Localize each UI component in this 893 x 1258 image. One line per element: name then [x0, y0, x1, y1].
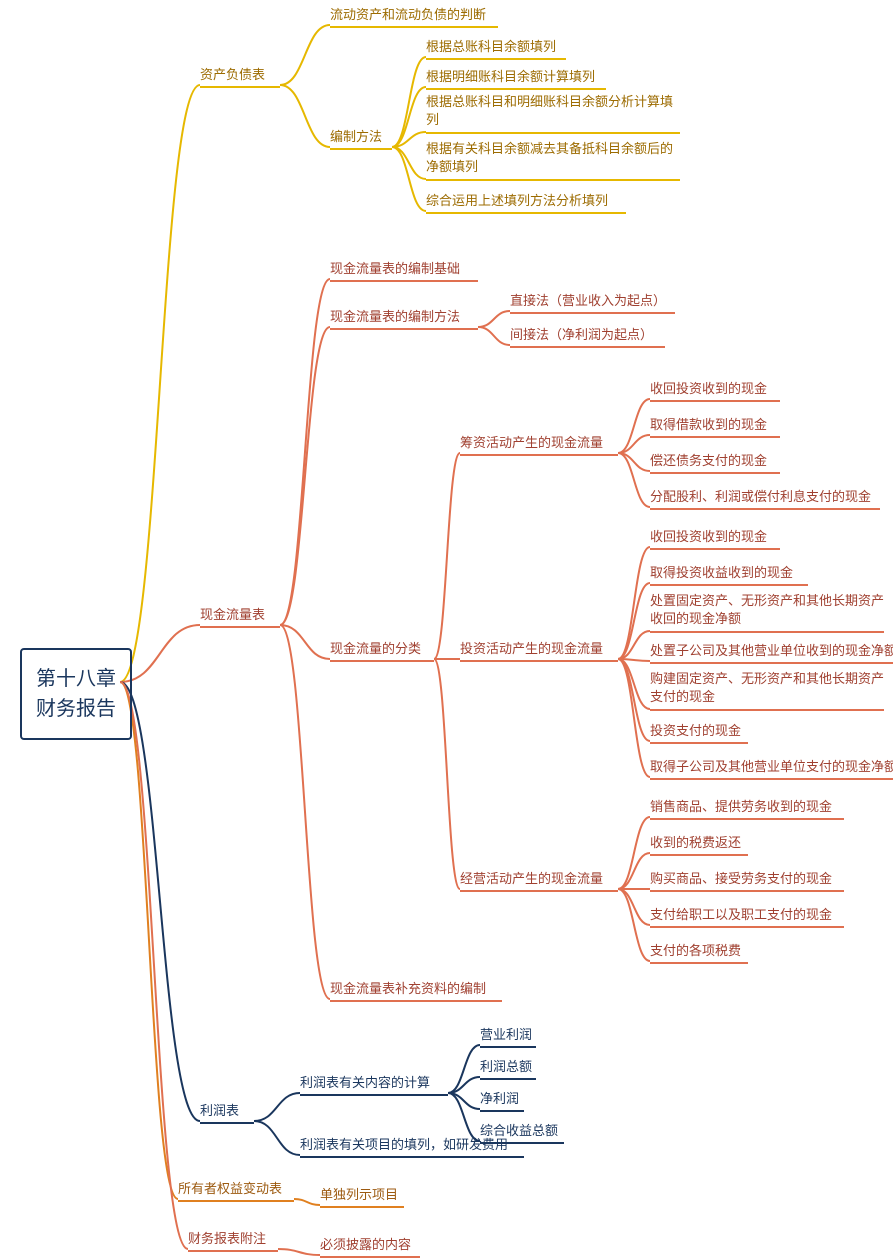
mindmap-node: 购建固定资产、无形资产和其他长期资产支付的现金 [650, 670, 884, 711]
mindmap-node: 取得借款收到的现金 [650, 414, 780, 438]
mindmap-node: 处置固定资产、无形资产和其他长期资产收回的现金净额 [650, 592, 884, 633]
mindmap-node: 根据总账科目余额填列 [426, 36, 566, 60]
mindmap-node: 根据有关科目余额减去其备抵科目余额后的净额填列 [426, 140, 680, 181]
mindmap-node: 现金流量表的编制方法 [330, 306, 478, 330]
mindmap-node: 单独列示项目 [320, 1184, 404, 1208]
mindmap-node: 分配股利、利润或偿付利息支付的现金 [650, 486, 880, 510]
mindmap-node: 利润表有关项目的填列，如研发费用 [300, 1134, 524, 1158]
branch-node: 资产负债表 [200, 64, 280, 88]
branch-node: 财务报表附注 [188, 1228, 278, 1252]
mindmap-node: 收到的税费返还 [650, 832, 748, 856]
mindmap-node: 利润总额 [480, 1056, 536, 1080]
mindmap-node: 现金流量表的编制基础 [330, 258, 478, 282]
mindmap-node: 支付给职工以及职工支付的现金 [650, 904, 844, 928]
mindmap-node: 利润表有关内容的计算 [300, 1072, 448, 1096]
mindmap-node: 投资支付的现金 [650, 720, 748, 744]
mindmap-node: 现金流量的分类 [330, 638, 434, 662]
mindmap-node: 净利润 [480, 1088, 524, 1112]
mindmap-node: 流动资产和流动负债的判断 [330, 4, 498, 28]
mindmap-node: 现金流量表补充资料的编制 [330, 978, 502, 1002]
mindmap-node: 取得子公司及其他营业单位支付的现金净额 [650, 756, 893, 780]
mindmap-node: 购买商品、接受劳务支付的现金 [650, 868, 844, 892]
branch-node: 所有者权益变动表 [178, 1178, 294, 1202]
mindmap-node: 综合运用上述填列方法分析填列 [426, 190, 626, 214]
mindmap-node: 根据总账科目和明细账科目余额分析计算填列 [426, 93, 680, 134]
mindmap-node: 取得投资收益收到的现金 [650, 562, 808, 586]
mindmap-node: 编制方法 [330, 126, 392, 150]
mindmap-node: 筹资活动产生的现金流量 [460, 432, 618, 456]
mindmap-node: 直接法（营业收入为起点） [510, 290, 675, 314]
root-node: 第十八章 财务报告 [20, 648, 132, 740]
mindmap-node: 间接法（净利润为起点） [510, 324, 665, 348]
mindmap-node: 收回投资收到的现金 [650, 526, 780, 550]
mindmap-node: 必须披露的内容 [320, 1234, 420, 1258]
mindmap-node: 支付的各项税费 [650, 940, 748, 964]
branch-node: 现金流量表 [200, 604, 280, 628]
mindmap-node: 营业利润 [480, 1024, 536, 1048]
mindmap-node: 销售商品、提供劳务收到的现金 [650, 796, 844, 820]
mindmap-node: 根据明细账科目余额计算填列 [426, 66, 606, 90]
branch-node: 利润表 [200, 1100, 254, 1124]
mindmap-node: 处置子公司及其他营业单位收到的现金净额 [650, 640, 893, 664]
mindmap-node: 经营活动产生的现金流量 [460, 868, 618, 892]
mindmap-node: 投资活动产生的现金流量 [460, 638, 618, 662]
mindmap-node: 收回投资收到的现金 [650, 378, 780, 402]
mindmap-node: 偿还债务支付的现金 [650, 450, 780, 474]
